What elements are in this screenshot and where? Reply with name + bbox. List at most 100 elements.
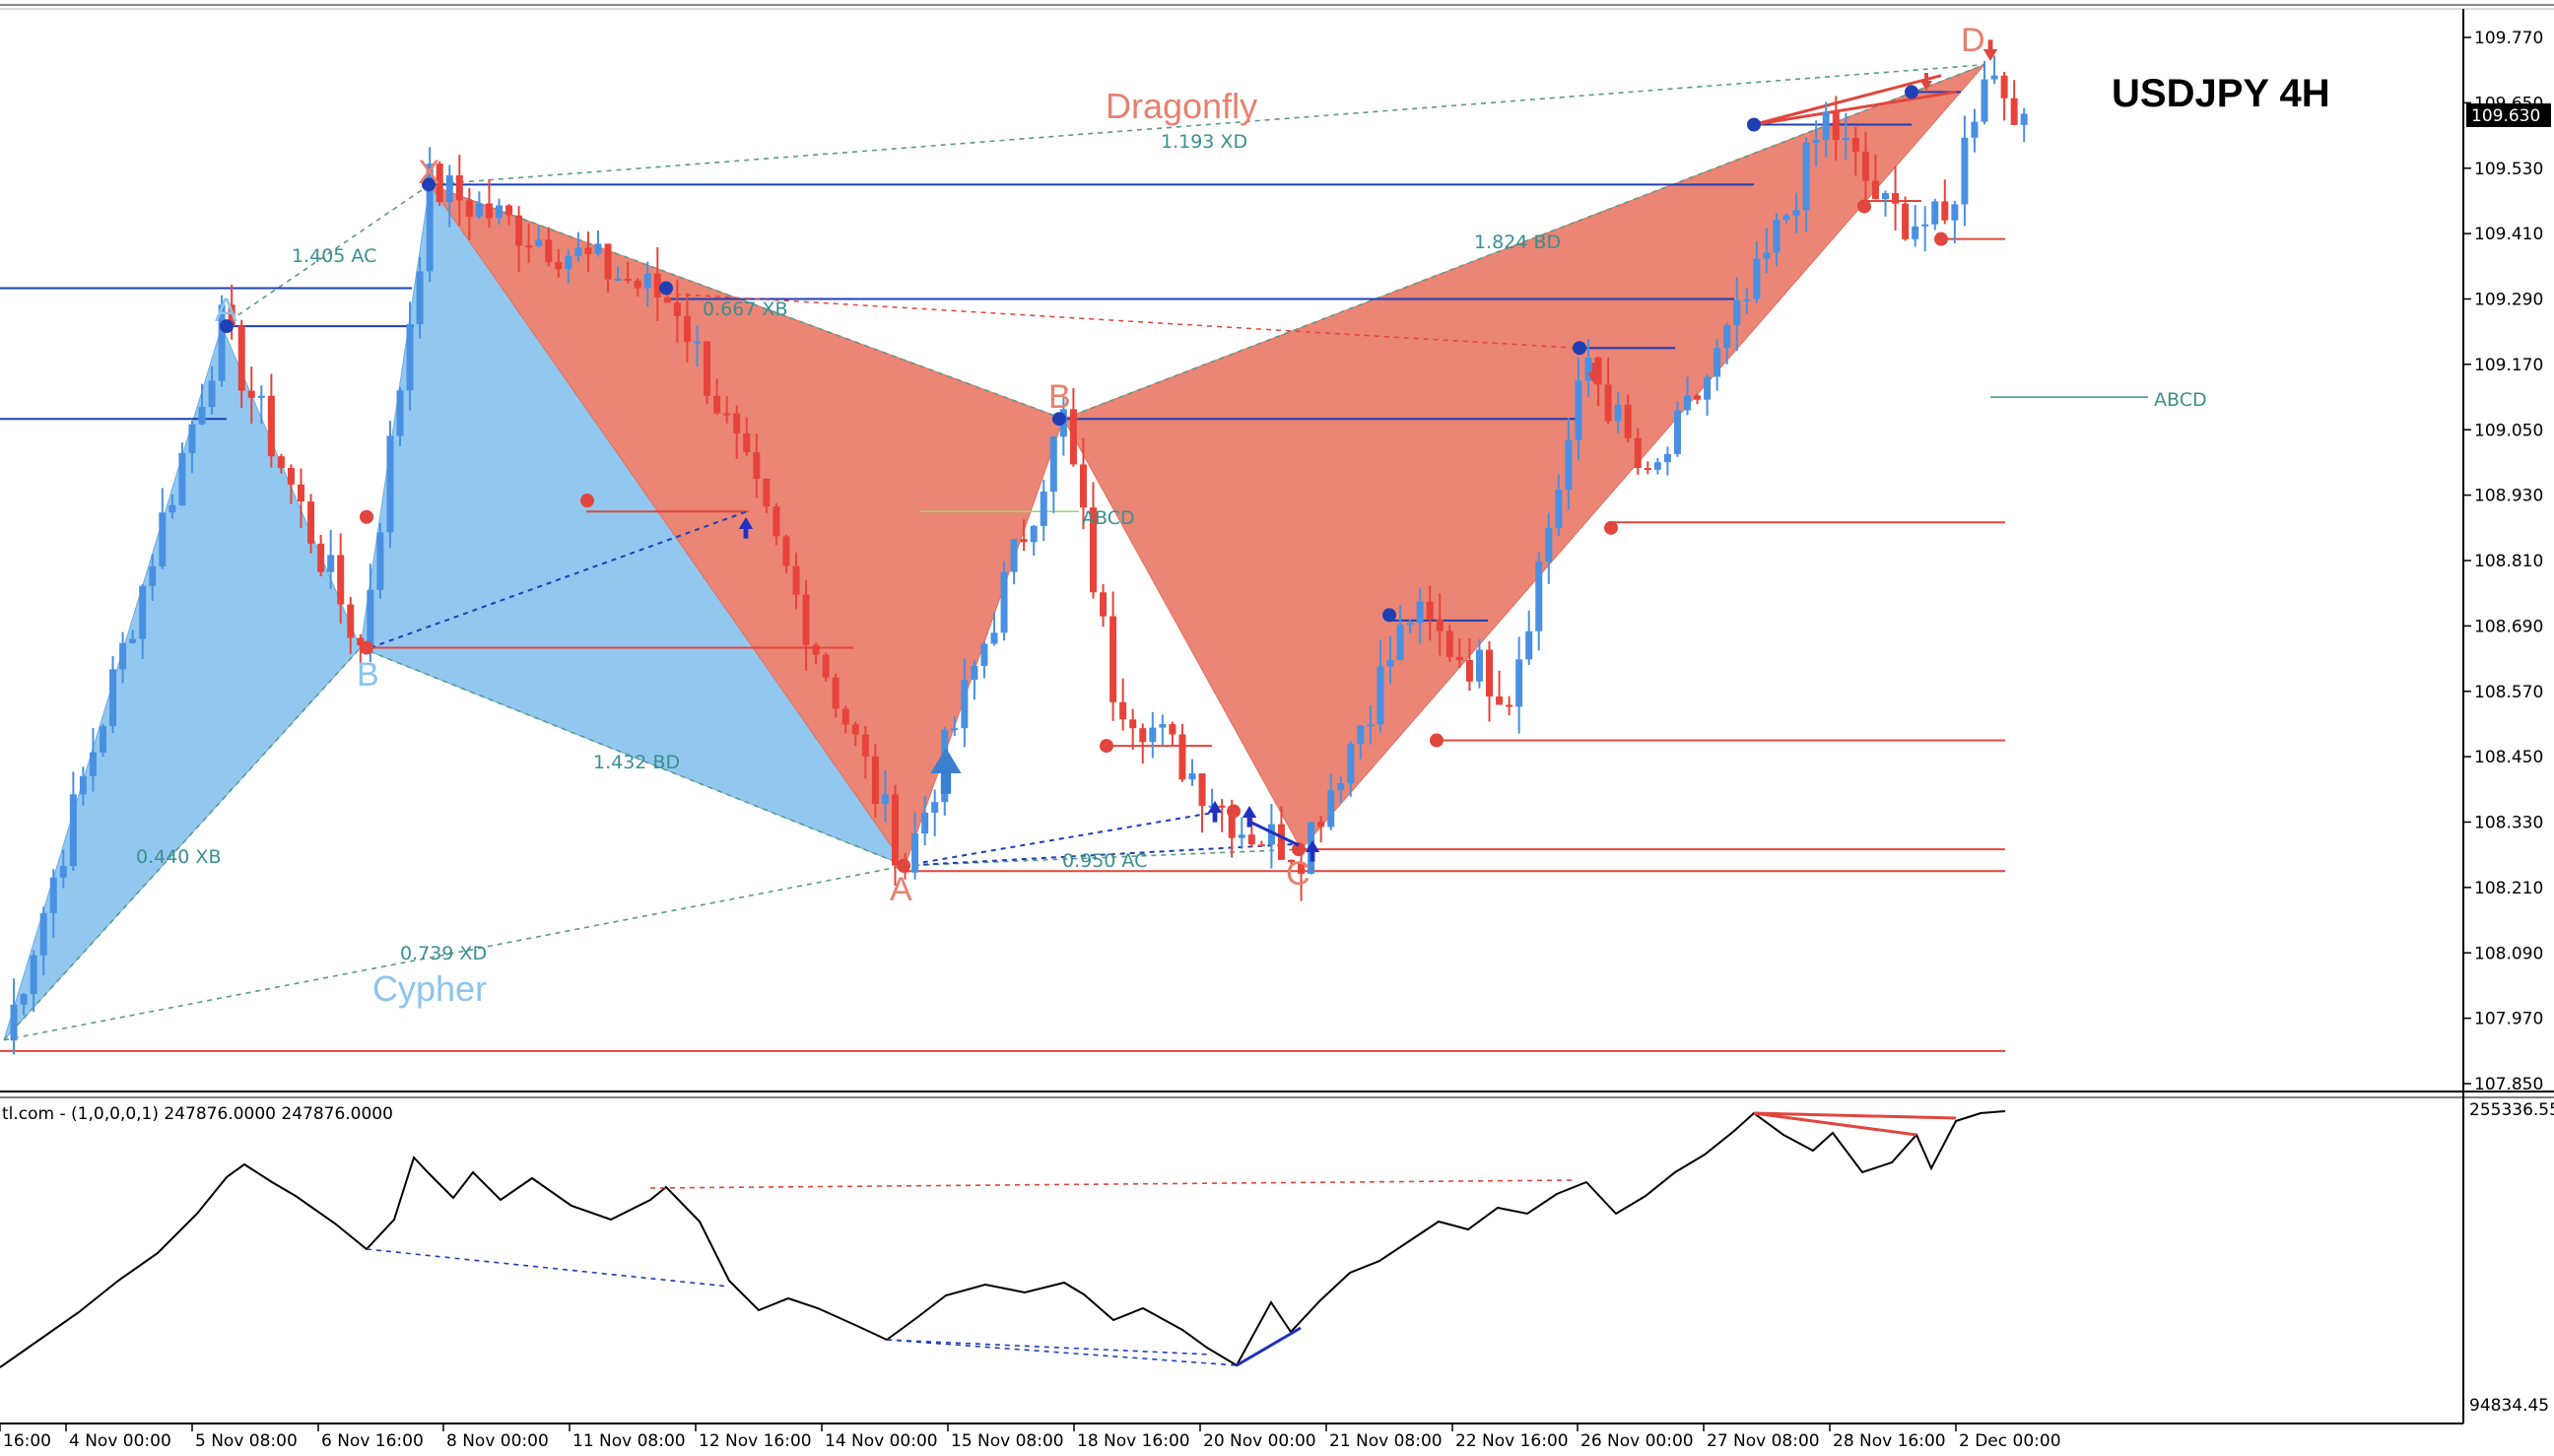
y-tick-label: 108.570 — [2474, 683, 2543, 702]
x-tick-label: 26 Nov 00:00 — [1580, 1431, 1694, 1451]
candle-body — [1644, 468, 1651, 471]
candle-body — [1337, 783, 1345, 791]
y-tick-label: 109.050 — [2474, 421, 2543, 440]
indicator-divergence-blue — [886, 1339, 1213, 1356]
candle-body — [149, 565, 157, 586]
x-tick-label: 27 Nov 08:00 — [1707, 1431, 1820, 1451]
candle-body — [782, 536, 790, 566]
indicator-divergence-blue — [366, 1248, 730, 1288]
candle-body — [1882, 192, 1889, 200]
candle-body — [792, 565, 800, 595]
candle-body — [79, 775, 87, 795]
y-tick-label: 108.090 — [2474, 944, 2543, 963]
dragonfly-point-d: D — [1961, 22, 1985, 59]
pivot-dot — [1100, 739, 1113, 754]
harmonic-patterns — [3, 63, 1985, 1041]
y-tick-label: 109.410 — [2474, 225, 2543, 244]
candle-body — [1694, 395, 1702, 400]
candle-body — [1188, 773, 1196, 780]
dragonfly-xd-line — [430, 63, 1985, 186]
pivot-dot — [1905, 85, 1918, 99]
candle-body — [39, 912, 47, 956]
pivot-dot — [1227, 804, 1241, 819]
candle-body — [1832, 111, 1840, 141]
candle-body — [1079, 464, 1087, 508]
candle-body — [971, 665, 978, 681]
candle-body — [1545, 528, 1553, 563]
candle-body — [743, 432, 751, 453]
abcd-label: ABCD — [1082, 507, 1135, 529]
dragonfly-xb-line — [429, 183, 1064, 420]
candle-body — [733, 413, 741, 433]
candle-body — [802, 594, 810, 645]
candle-body — [337, 555, 345, 605]
pivot-dot — [580, 494, 594, 508]
candle-body — [1416, 601, 1424, 624]
candle-body — [1455, 656, 1463, 661]
candle-body — [178, 452, 186, 505]
candle-body — [723, 413, 731, 416]
candle-body — [1257, 844, 1265, 847]
pivot-dot — [897, 858, 910, 873]
divergence-arrow-line — [1248, 820, 1300, 847]
candle-body — [496, 205, 503, 219]
candle-body — [1634, 437, 1642, 469]
candle-body — [1555, 489, 1563, 529]
indicator-divergence-solid-red — [1753, 1111, 1957, 1120]
candle-body — [673, 302, 681, 316]
candle-body — [1030, 525, 1038, 543]
cypher-point-b: B — [357, 656, 379, 694]
pivot-markers — [220, 39, 1998, 873]
candle-body — [1169, 724, 1176, 735]
pivot-dot — [1747, 117, 1761, 132]
candle-body — [634, 280, 641, 289]
cypher-point-a: A — [215, 292, 237, 329]
candle-body — [1565, 439, 1573, 490]
candle-body — [604, 243, 612, 280]
dragonfly-point-x: X — [418, 154, 440, 191]
candle-body — [1931, 201, 1939, 225]
price-axis: 109.770109.650109.530109.410109.290109.1… — [2463, 29, 2543, 1094]
candle-body — [663, 297, 671, 303]
candle-body — [198, 407, 206, 425]
candle-body — [1971, 121, 1979, 138]
candle-body — [1812, 139, 1820, 143]
candle-body — [30, 955, 37, 995]
current-price-box — [2466, 103, 2551, 127]
candle-body — [1663, 453, 1671, 463]
candle-body — [1238, 834, 1245, 838]
cypher-ac-line — [221, 183, 431, 327]
dragonfly-point-a: A — [890, 871, 912, 908]
pivot-dot — [360, 640, 373, 655]
pivot-dot — [360, 509, 373, 524]
candle-body — [1377, 666, 1384, 725]
candle-body — [1961, 137, 1969, 205]
candle-body — [247, 390, 255, 398]
sell-arrow-icon — [1586, 363, 1602, 384]
candle-body — [555, 262, 563, 270]
cypher-triangle-xab — [3, 324, 362, 1041]
candle-body — [892, 794, 899, 866]
candle-body — [1842, 137, 1849, 141]
candle-body — [1763, 252, 1771, 259]
dragonfly-ac-line — [905, 848, 1302, 867]
candle-body — [1912, 226, 1919, 239]
candle-body — [773, 506, 780, 537]
divergence-line-red — [665, 293, 1578, 350]
y-tick-label: 109.290 — [2474, 291, 2543, 310]
dragonfly-point-b: B — [1048, 378, 1071, 416]
x-tick-label: 12 Nov 16:00 — [699, 1431, 812, 1451]
candle-body — [643, 273, 651, 289]
candle-body — [961, 680, 969, 729]
x-tick-label: 4 Nov 00:00 — [69, 1431, 171, 1451]
sell-arrow-icon — [1983, 39, 1998, 61]
pivot-dot — [422, 177, 436, 192]
candle-body — [1624, 404, 1632, 438]
candle-body — [69, 794, 77, 867]
candle-body — [208, 380, 216, 408]
pivot-dot — [1934, 232, 1948, 246]
candle-body — [168, 504, 176, 513]
pivot-dot — [1430, 733, 1444, 748]
cypher-ratio-bd: 1.432 BD — [593, 752, 680, 773]
candle-body — [1000, 571, 1008, 633]
